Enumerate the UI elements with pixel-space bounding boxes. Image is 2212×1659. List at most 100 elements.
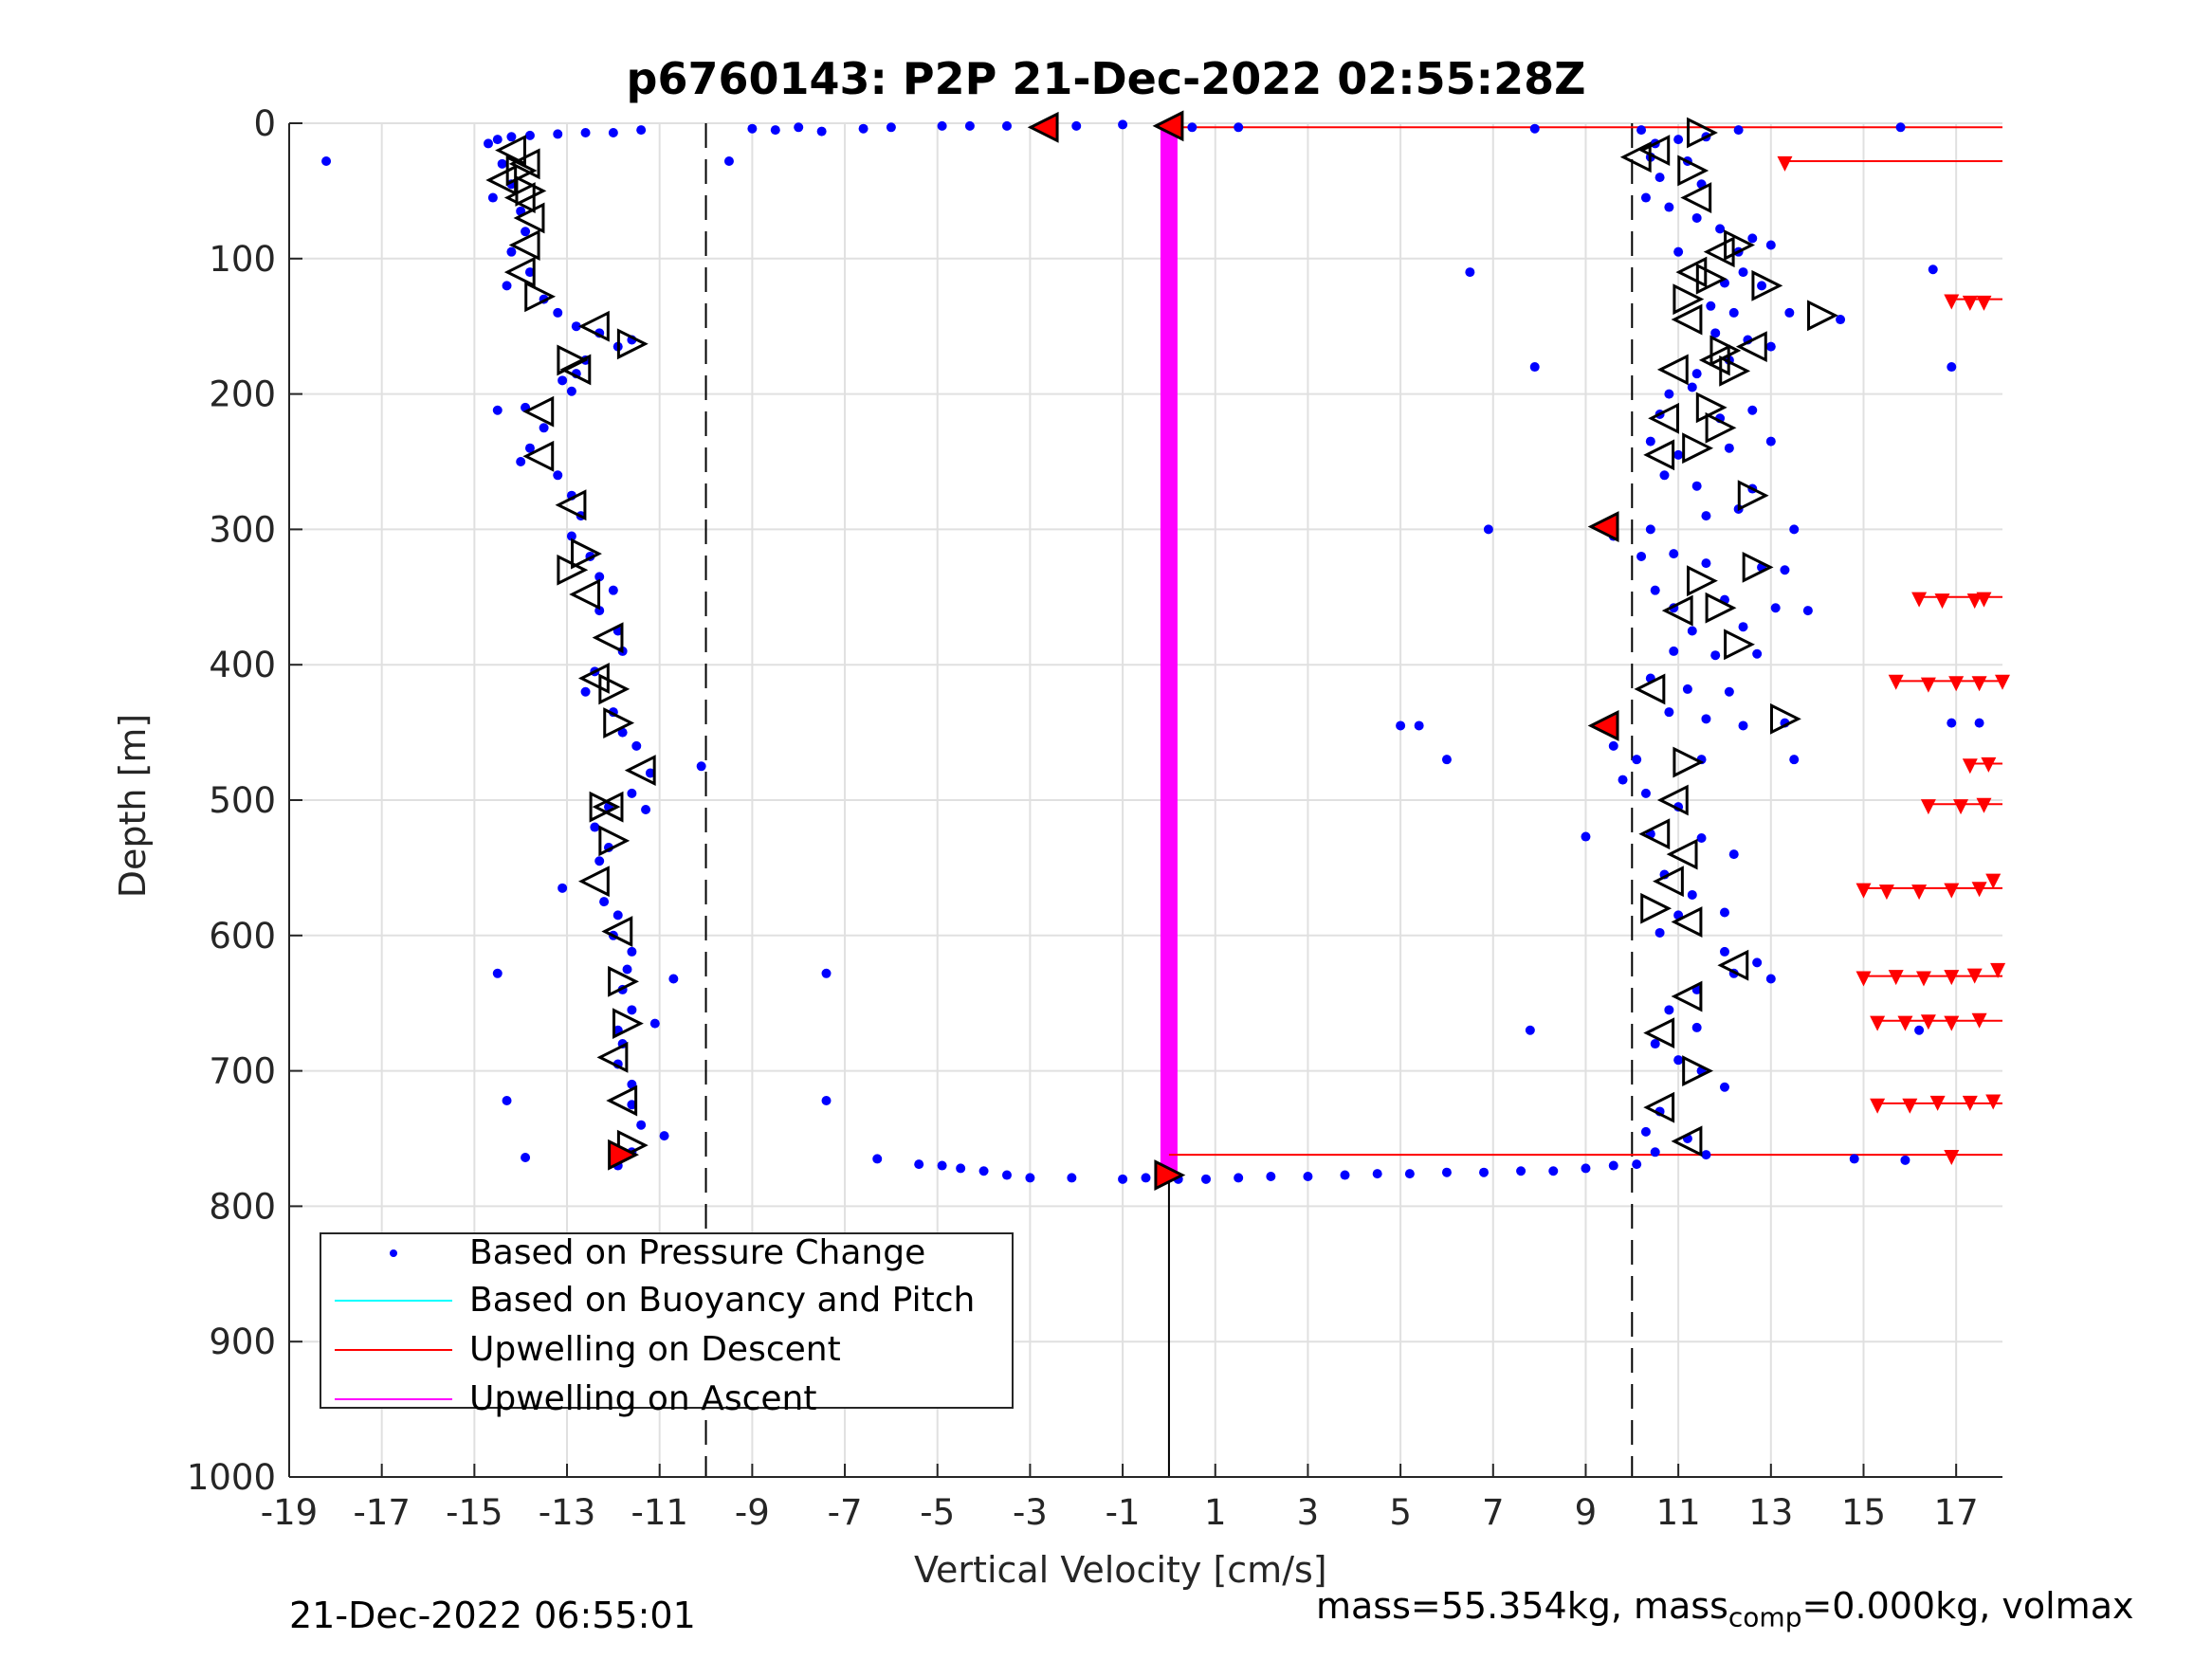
pressure-point xyxy=(1632,1159,1642,1170)
pressure-point xyxy=(747,123,758,134)
red-triangle-marker xyxy=(1154,1159,1186,1191)
pressure-point xyxy=(1765,341,1776,352)
pressure-point xyxy=(1640,1126,1651,1137)
left-triangle-marker xyxy=(624,755,656,787)
pressure-point xyxy=(1682,684,1692,694)
pressure-point xyxy=(1947,718,1957,728)
pressure-point xyxy=(580,686,591,697)
x-tick-label: 5 xyxy=(1389,1492,1412,1533)
red-triangle-marker xyxy=(1587,710,1619,741)
descent-marker xyxy=(1976,295,1992,311)
pressure-point xyxy=(937,1160,947,1171)
pressure-point xyxy=(1659,470,1670,481)
legend-label-buoyancy: Based on Buoyancy and Pitch xyxy=(469,1281,976,1320)
descent-marker xyxy=(1920,1014,1936,1030)
pressure-point xyxy=(627,788,637,798)
legend-label-pressure: Based on Pressure Change xyxy=(469,1233,926,1272)
pressure-point xyxy=(1234,1173,1244,1183)
descent-marker xyxy=(1870,1098,1886,1114)
left-triangle-marker xyxy=(577,310,610,342)
pressure-point xyxy=(1947,362,1957,373)
pressure-point xyxy=(1650,1147,1660,1158)
pressure-point xyxy=(627,1005,637,1015)
y-tick-label: 700 xyxy=(209,1051,276,1092)
y-axis-label: Depth [m] xyxy=(112,713,154,899)
red-triangle-marker xyxy=(1587,511,1619,542)
pressure-point xyxy=(645,768,655,778)
descent-marker xyxy=(1971,1012,1987,1029)
x-tick-label: -3 xyxy=(1013,1492,1048,1533)
left-triangle-marker xyxy=(1656,784,1689,816)
left-triangle-marker xyxy=(1661,594,1693,627)
pressure-point xyxy=(1001,120,1012,131)
pressure-point xyxy=(608,127,618,137)
pressure-point xyxy=(1728,307,1739,318)
descent-marker xyxy=(1985,1094,2002,1110)
left-triangle-marker xyxy=(1671,1125,1703,1158)
pressure-point xyxy=(956,1163,966,1174)
x-tick-label: 13 xyxy=(1748,1492,1793,1533)
pressure-point xyxy=(1900,1155,1910,1165)
pressure-point xyxy=(1836,315,1846,325)
pressure-point xyxy=(1516,1166,1526,1176)
pressure-point xyxy=(1483,524,1493,535)
pressure-point xyxy=(1701,511,1711,521)
pressure-point xyxy=(492,405,503,415)
pressure-point xyxy=(641,804,651,814)
pressure-point xyxy=(1608,740,1618,751)
descent-marker xyxy=(1934,593,1950,610)
pressure-point xyxy=(580,127,591,137)
pressure-point xyxy=(1669,646,1679,656)
pressure-point xyxy=(1719,1082,1729,1092)
x-tick-label: 11 xyxy=(1656,1492,1701,1533)
pressure-point xyxy=(506,246,517,257)
pressure-point xyxy=(1608,1160,1618,1171)
right-triangle-marker xyxy=(612,1008,644,1040)
x-tick-label: 7 xyxy=(1482,1492,1505,1533)
left-triangle-marker xyxy=(1648,402,1679,434)
left-triangle-marker xyxy=(1703,236,1735,268)
right-triangle-marker xyxy=(524,281,557,313)
descent-marker xyxy=(1985,873,2002,889)
legend-line-buoyancy xyxy=(335,1300,452,1302)
left-triangle-marker xyxy=(503,182,536,213)
footer-mass: mass=55.354kg, mass xyxy=(1316,1585,1728,1627)
pressure-point xyxy=(1802,606,1813,616)
pressure-point xyxy=(524,130,535,140)
data-series xyxy=(321,110,2010,1477)
pressure-point xyxy=(1525,1025,1535,1035)
pressure-point xyxy=(1849,1154,1859,1164)
descent-marker xyxy=(1911,592,1928,608)
pressure-point xyxy=(1067,1173,1077,1183)
pressure-point xyxy=(1747,405,1758,415)
pressure-point xyxy=(1765,436,1776,447)
footer-mass-info: mass=55.354kg, masscomp=0.000kg, volmax xyxy=(1316,1585,2133,1633)
right-triangle-marker xyxy=(598,825,631,857)
legend-entry-descent: Upwelling on Descent xyxy=(321,1326,1012,1374)
pressure-point xyxy=(521,1152,531,1162)
pressure-point xyxy=(1548,1166,1559,1176)
descent-marker xyxy=(1995,674,2010,690)
pressure-point xyxy=(497,158,507,169)
right-triangle-marker xyxy=(1769,702,1801,735)
left-triangle-marker xyxy=(503,256,536,288)
x-tick-label: 1 xyxy=(1204,1492,1227,1533)
pressure-point xyxy=(668,974,679,984)
pressure-point xyxy=(1071,120,1082,131)
red-triangle-marker xyxy=(608,1139,639,1171)
x-tick-label: 15 xyxy=(1841,1492,1886,1533)
descent-marker xyxy=(1971,676,1987,692)
left-triangle-marker xyxy=(508,229,540,261)
right-triangle-marker xyxy=(505,155,538,187)
pressure-point xyxy=(594,856,605,866)
x-tick-label: -7 xyxy=(828,1492,863,1533)
pressure-point xyxy=(1724,443,1734,453)
pressure-point xyxy=(649,1018,660,1029)
footer-mass-sub: comp xyxy=(1728,1601,1802,1633)
pressure-point xyxy=(1640,788,1651,798)
pressure-point xyxy=(1664,707,1674,718)
right-triangle-marker xyxy=(515,174,547,207)
right-triangle-marker xyxy=(1673,283,1705,316)
x-tick-label: -11 xyxy=(631,1492,687,1533)
descent-marker xyxy=(1976,592,1992,608)
